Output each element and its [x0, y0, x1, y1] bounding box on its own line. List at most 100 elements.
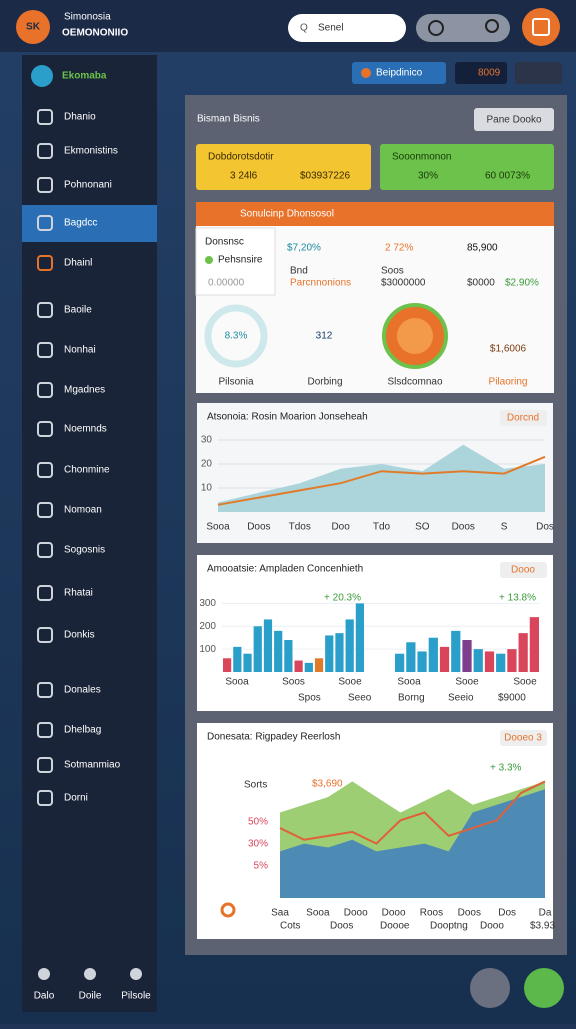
menu-icon	[37, 382, 53, 398]
legend-item: Doooe	[380, 921, 410, 932]
card-label: Sooonmonon	[392, 152, 452, 163]
menu-item: Pohnonani	[64, 180, 112, 191]
x-tick-label: Dos	[536, 522, 554, 533]
legend-item: Cots	[280, 921, 301, 932]
card-value: 3 24l6	[230, 171, 258, 182]
card-value: 60 0073%	[485, 171, 530, 182]
toolbar-button-label: Beipdinico	[376, 68, 423, 79]
legend-item: Borng	[398, 693, 425, 704]
bar	[355, 603, 364, 672]
card	[196, 144, 371, 190]
x-tick-label: Sooa	[225, 677, 249, 688]
x-tick-label: Dos	[498, 908, 516, 919]
panel-note: + 20.3%	[324, 593, 361, 604]
search-box[interactable]	[288, 14, 406, 42]
menu-icon	[37, 627, 53, 643]
menu-icon	[37, 177, 53, 193]
menu-item: Rhatai	[64, 588, 93, 599]
chart-note: + 3.3%	[490, 763, 522, 774]
bar	[473, 649, 483, 672]
toolbar-badge[interactable]	[455, 62, 507, 84]
chart-tag	[500, 562, 547, 578]
kpi-sub: $2.90%	[505, 278, 539, 289]
x-tick-label: Saa	[271, 908, 289, 919]
action-button[interactable]	[474, 108, 554, 131]
gauge	[204, 304, 268, 368]
x-tick-label: Doo	[331, 522, 350, 533]
search-icon: Q	[300, 23, 308, 34]
menu-icon	[37, 215, 53, 231]
line	[279, 780, 546, 845]
bar	[243, 653, 252, 672]
menu-item: Baoile	[64, 305, 92, 316]
menu-item: Nonhai	[64, 345, 96, 356]
bar	[507, 649, 517, 672]
logo-mark: SK	[26, 22, 41, 33]
y-tick-label: 200	[199, 621, 216, 632]
toolbar-badge-label: 8009	[478, 68, 501, 79]
legend-item: Doos	[330, 921, 353, 932]
x-tick-label: Sooe	[513, 677, 537, 688]
menu-icon	[37, 342, 53, 358]
x-tick-label: Doos	[247, 522, 270, 533]
footer-item: Dalo	[34, 991, 55, 1002]
menu-icon	[37, 302, 53, 318]
footer-icon	[84, 968, 96, 980]
kpi-sub: Parcnnonions	[290, 278, 351, 289]
gauge-label: Pilaoring	[489, 377, 528, 388]
x-tick-label: Tdo	[373, 522, 391, 533]
side-label: 5%	[254, 861, 269, 872]
chart-tag-label: Dorcnd	[507, 413, 539, 424]
brand-top: Simonosia	[64, 12, 111, 23]
bar	[451, 630, 461, 672]
header-tools[interactable]	[416, 14, 510, 42]
side-label: 50%	[248, 817, 268, 828]
profile-button[interactable]	[522, 8, 560, 46]
legend-item: Seeio	[448, 693, 474, 704]
gauge-label: Pilsonia	[218, 377, 253, 388]
bar	[274, 630, 283, 672]
bar	[263, 619, 273, 672]
menu-icon	[37, 109, 53, 125]
line	[217, 455, 546, 506]
menu-item: Sotmanmiao	[64, 760, 121, 771]
chart-tag	[500, 410, 547, 426]
bar	[439, 646, 450, 672]
toolbar-icons[interactable]	[515, 62, 562, 84]
card	[380, 144, 554, 190]
toolbar-button[interactable]	[352, 62, 446, 84]
kpi-value: $7,20%	[287, 243, 321, 254]
bar	[314, 658, 324, 672]
fab[interactable]	[470, 968, 510, 1008]
panel-note: + 13.8%	[499, 593, 536, 604]
x-tick-label: Dooo	[382, 908, 406, 919]
bar	[496, 653, 506, 672]
kpi-box-title: Donsnsc	[205, 237, 244, 248]
bar	[529, 617, 539, 672]
menu-icon	[37, 722, 53, 738]
kpi-box-value: 0.00000	[208, 278, 245, 289]
bar	[253, 626, 262, 672]
card-value: 30%	[418, 171, 438, 182]
x-tick-label: Doos	[452, 522, 475, 533]
legend-item: Seeo	[348, 693, 372, 704]
bar	[345, 619, 354, 672]
x-tick-label: Sooe	[338, 677, 362, 688]
side-label: 30%	[248, 839, 268, 850]
x-tick-label: Roos	[420, 908, 443, 919]
gauge-value: 312	[316, 331, 333, 342]
area	[280, 789, 545, 898]
chart-title: Amooatsie: Ampladen Concenhieth	[207, 564, 363, 575]
side-label: Sorts	[244, 780, 267, 791]
legend-item: Dooo	[480, 921, 504, 932]
menu-item: Noemnds	[64, 424, 107, 435]
bar	[325, 635, 334, 672]
fab[interactable]	[524, 968, 564, 1008]
main-title: Bisman Bisnis	[197, 114, 260, 125]
x-tick-label: Sooa	[306, 908, 330, 919]
x-tick-label: Sooa	[206, 522, 230, 533]
gauge-label: Dorbing	[307, 377, 342, 388]
banner	[196, 202, 554, 226]
